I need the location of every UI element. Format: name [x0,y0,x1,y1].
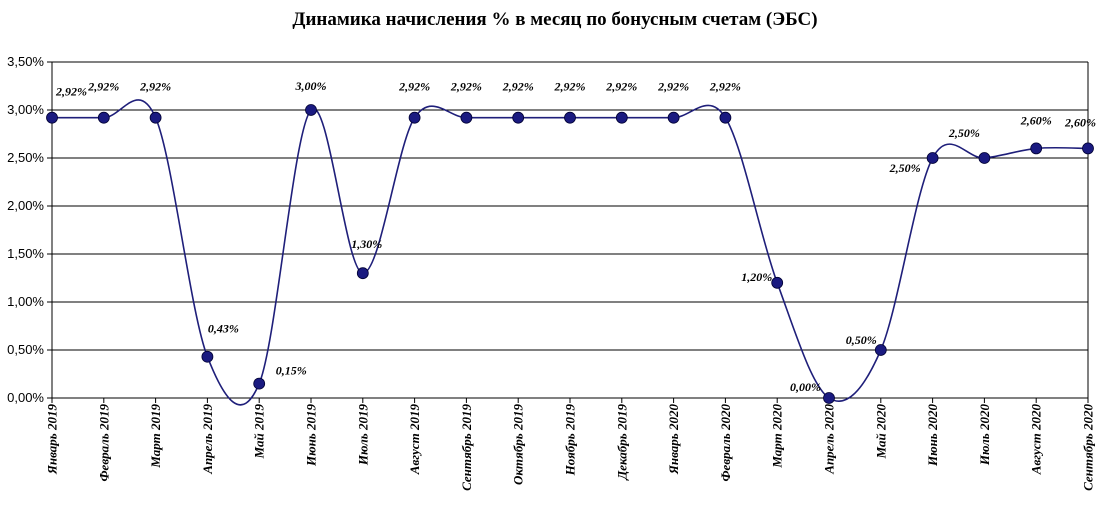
data-label: 0,00% [790,380,821,394]
data-point [771,276,784,289]
data-point [356,267,369,280]
y-tick-label: 3,50% [7,54,44,69]
x-tick-label: Август 2020 [1029,404,1044,476]
x-tick-label: Июнь 2019 [304,404,319,468]
x-tick-label: Июль 2020 [977,404,992,467]
y-tick-label: 2,50% [7,150,44,165]
y-tick-label: 3,00% [7,102,44,117]
x-tick-label: Май 2019 [252,404,267,460]
data-label: 2,92% [87,80,119,94]
data-point [1082,142,1094,155]
data-label: 0,15% [276,364,307,378]
x-tick-label: Октябрь 2019 [511,404,526,485]
data-label: 2,92% [55,85,87,99]
data-label: 1,20% [741,270,772,284]
x-tick-label: Март 2019 [148,404,163,469]
data-label: 2,92% [450,80,482,94]
data-point [615,111,628,124]
axes [47,61,1089,403]
data-point [874,344,887,356]
data-point [926,152,939,164]
data-label: 2,50% [948,126,980,140]
x-tick-label: Апрель 2020 [822,404,837,475]
data-point [305,104,317,116]
x-tick-label: Декабрь 2019 [614,404,629,481]
y-tick-label: 1,00% [7,294,44,309]
data-label: 1,30% [351,237,382,251]
data-point [512,111,525,124]
data-point [97,111,110,124]
x-tick-label: Январь 2019 [45,404,60,476]
y-tick-label: 1,50% [7,246,44,261]
x-tick-label: Сентябрь 2019 [459,404,474,491]
x-tick-label: Июль 2019 [355,404,370,467]
data-point [667,111,680,124]
y-tick-label: 2,00% [7,198,44,213]
data-label: 2,60% [1020,113,1052,127]
data-point [978,152,991,164]
data-point [149,111,162,124]
data-point [253,377,266,390]
data-label: 2,50% [889,161,921,175]
data-point [564,111,576,124]
x-tick-label: Февраль 2020 [718,404,733,482]
data-label: 2,60% [1064,115,1096,129]
x-tick-label: Февраль 2019 [96,404,111,482]
x-tick-label: Сентябрь 2020 [1081,404,1096,491]
x-tick-label: Июнь 2020 [925,404,940,468]
y-tick-labels: 0,00% 0,50% 1,00% 1,50% 2,00% 2,50% 3,00% 3,50% [7,54,44,405]
data-point [201,350,214,363]
series-line-layer [52,99,1089,406]
y-tick-label: 0,00% [7,390,44,405]
x-tick-label: Январь 2020 [666,404,681,476]
x-tick-label: Ноябрь 2019 [563,404,578,477]
y-tick-label: 0,50% [7,342,44,357]
x-tick-label: Апрель 2019 [200,404,215,475]
data-label: 2,92% [554,80,586,94]
data-point [719,111,732,124]
data-label: 0,50% [846,333,877,347]
x-tick-label: Март 2020 [770,404,785,469]
data-label: 2,92% [502,80,534,94]
data-label: 2,92% [657,80,689,94]
data-label: 2,92% [709,80,741,94]
data-point [408,111,421,124]
x-tick-label: Май 2020 [873,404,888,460]
data-label: 2,92% [605,80,637,94]
data-point [823,392,835,404]
data-label: 3,00% [295,79,327,93]
data-label: 2,92% [139,80,171,94]
x-tick-label: Август 2019 [407,404,422,476]
data-point [1030,142,1043,155]
data-markers [46,104,1094,404]
data-point [460,111,473,124]
data-labels: 2,92% 2,92% 2,92%0,43%0,15%3,00%1,30%2,92%… [55,79,1096,394]
gridlines [52,61,1088,351]
series-line [52,99,1089,406]
chart-title: Динамика начисления % в месяц по бонусны… [292,9,818,30]
data-point [46,111,58,124]
data-label: 0,43% [208,322,239,336]
data-label: 2,92% [398,80,430,94]
x-tick-labels: Январь 2019 Февраль 2019 Март 2019 Апрель 2… [45,404,1096,491]
